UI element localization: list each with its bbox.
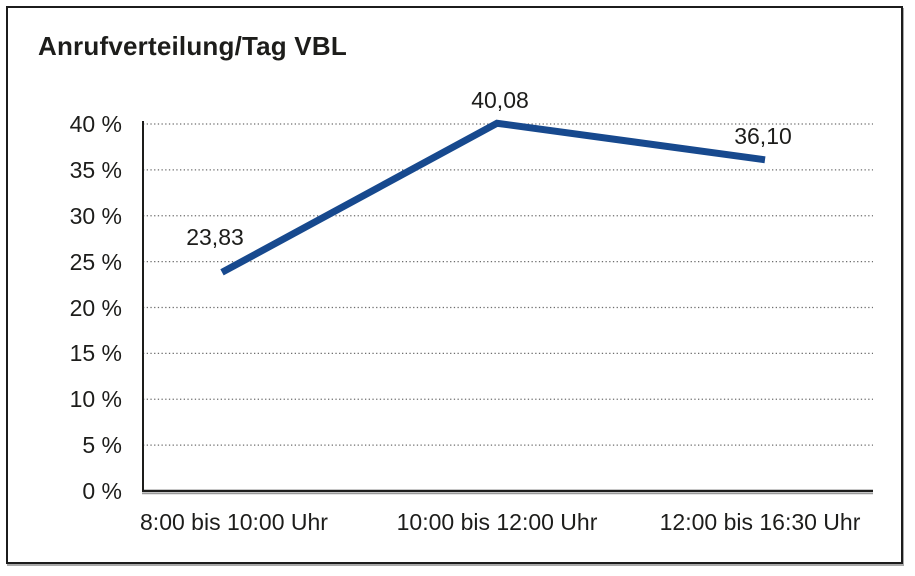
y-tick-label: 15 % (69, 340, 122, 367)
y-tick-label: 40 % (69, 111, 122, 137)
y-tick-label: 5 % (82, 432, 122, 459)
y-tick-label: 10 % (69, 386, 122, 413)
y-tick-label: 35 % (69, 156, 122, 183)
x-category-label: 8:00 bis 10:00 Uhr (140, 509, 328, 535)
x-category-label: 10:00 bis 12:00 Uhr (396, 509, 598, 535)
data-point-label: 40,08 (471, 87, 529, 114)
chart-title: Anrufverteilung/Tag VBL (38, 31, 347, 61)
series-line (220, 119, 766, 276)
data-point-label: 23,83 (186, 224, 244, 251)
y-tick-label: 0 % (82, 478, 122, 504)
x-category-label: 12:00 bis 16:30 Uhr (659, 509, 861, 535)
chart-border-frame (6, 6, 903, 564)
data-point-label: 36,10 (734, 122, 792, 149)
y-tick-label: 20 % (69, 294, 122, 321)
y-tick-label: 25 % (69, 248, 122, 275)
y-tick-label: 30 % (69, 202, 122, 229)
